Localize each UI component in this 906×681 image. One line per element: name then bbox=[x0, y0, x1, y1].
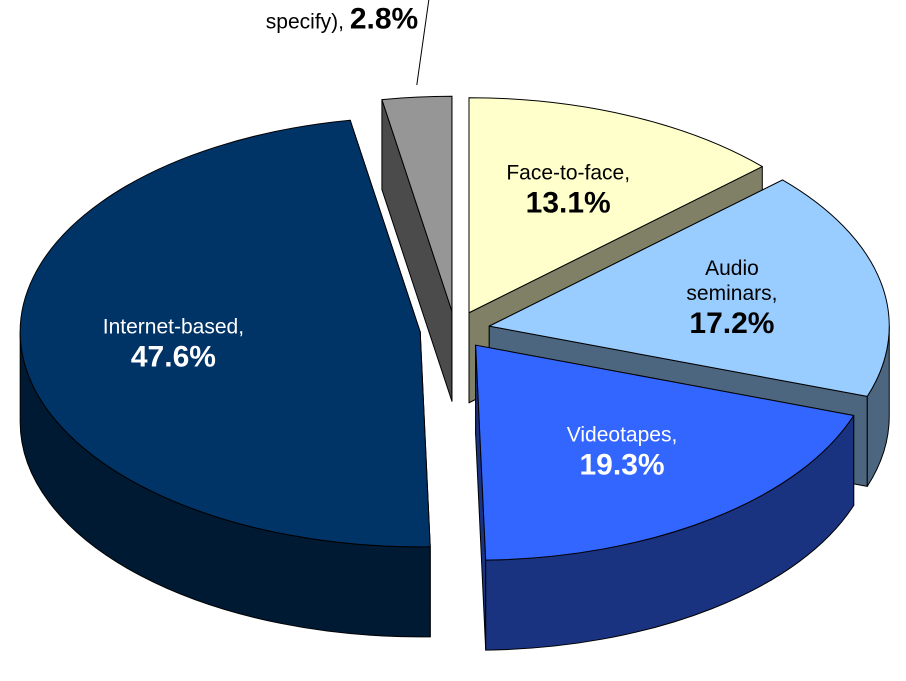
slice bbox=[381, 95, 453, 312]
value-label: 19.3% bbox=[579, 448, 665, 482]
slice-label: Audio seminars, 17.2% bbox=[669, 255, 794, 341]
value-label: 17.2% bbox=[689, 306, 775, 340]
slice bbox=[468, 97, 763, 314]
slice-label: Other (please specify), 2.8% bbox=[255, 0, 430, 38]
slice bbox=[475, 344, 855, 651]
category-label: Videotapes, bbox=[566, 423, 678, 447]
value-label: 13.1% bbox=[525, 186, 611, 220]
slice bbox=[475, 344, 855, 561]
slice bbox=[381, 95, 453, 402]
value-label: 47.6% bbox=[130, 340, 216, 374]
category-label: Other (please specify), bbox=[265, 0, 406, 34]
category-label: Internet-based, bbox=[102, 315, 245, 339]
slice bbox=[19, 119, 431, 548]
value-label: 2.8% bbox=[349, 2, 419, 36]
slice bbox=[19, 119, 431, 638]
slice-label: Videotapes, 19.3% bbox=[537, 422, 707, 483]
slice-label: Face-to-face, 13.1% bbox=[483, 160, 653, 221]
category-label: Audio seminars, bbox=[686, 256, 778, 305]
slice bbox=[488, 179, 890, 397]
leader-line bbox=[416, 0, 430, 86]
slice-label: Internet-based, 47.6% bbox=[83, 315, 263, 376]
category-label: Face-to-face, bbox=[506, 160, 631, 184]
